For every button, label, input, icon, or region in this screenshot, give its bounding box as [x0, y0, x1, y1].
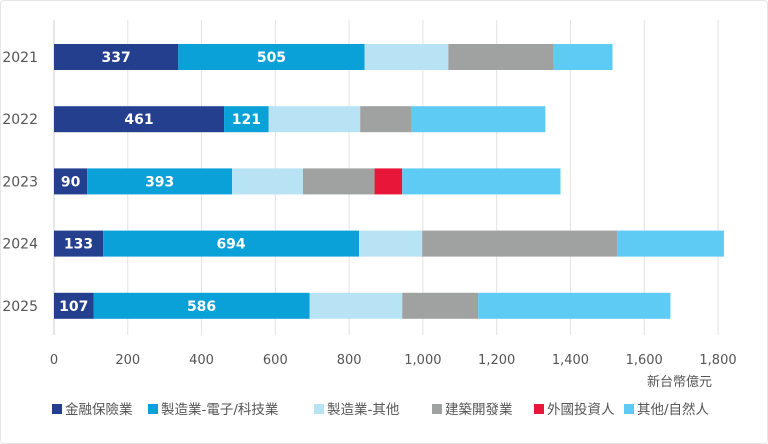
x-tick-label: 200 [115, 353, 140, 368]
bar-segment [224, 106, 269, 133]
bar-segment [402, 292, 479, 319]
category-labels: 2021 2022 2023 2024 2025 [2, 50, 38, 315]
legend-label: 建築開發業 [445, 402, 513, 418]
x-tick-label: 1,800 [699, 353, 736, 368]
legend-item: 外國投資人 [534, 402, 615, 418]
data-label: 393 [145, 174, 174, 190]
bar-segment [309, 292, 403, 319]
bar-segment [54, 44, 179, 70]
legend-swatch [432, 404, 442, 414]
bar-segment [364, 44, 449, 70]
bar-segment [54, 168, 88, 195]
bar-segment [360, 106, 412, 133]
x-tick-label: 800 [337, 353, 362, 368]
category-label: 2021 [2, 50, 38, 66]
data-label: 90 [61, 174, 81, 190]
bar-segment [54, 292, 94, 319]
bar-segment [103, 230, 360, 257]
legend-label: 製造業-其他 [327, 402, 399, 418]
bar-segment [411, 106, 546, 133]
bar-segment [359, 230, 423, 257]
legend-swatch [148, 404, 158, 414]
data-label: 133 [64, 237, 93, 253]
bar-segment [268, 106, 361, 133]
bar-segment [54, 106, 225, 133]
data-label: 586 [187, 299, 216, 315]
legend-item: 其他/自然人 [624, 401, 710, 418]
bar-segment [93, 292, 310, 319]
legend: 金融保險業 製造業-電子/科技業 製造業-其他 建築開發業 外國投資人 其他/自然人 [52, 401, 710, 418]
bar-segment [303, 168, 375, 195]
category-label: 2022 [2, 112, 38, 128]
x-tick-label: 1,400 [552, 353, 589, 368]
bar-segment [448, 44, 554, 70]
legend-swatch [534, 404, 544, 414]
data-label: 337 [102, 50, 131, 66]
legend-item: 建築開發業 [432, 402, 513, 418]
bar-segment [87, 168, 233, 195]
bar-segment [617, 230, 724, 257]
x-tick-label: 0 [50, 353, 58, 368]
legend-label: 其他/自然人 [637, 401, 710, 418]
data-label: 694 [216, 237, 245, 253]
category-label: 2024 [2, 237, 38, 253]
legend-item: 製造業-電子/科技業 [148, 402, 279, 418]
data-label: 121 [232, 112, 261, 128]
category-label: 2023 [2, 174, 38, 190]
bar-segment [402, 168, 561, 195]
legend-swatch [624, 404, 634, 414]
legend-label: 金融保險業 [65, 402, 133, 418]
gridlines [53, 20, 719, 335]
bar-segment [232, 168, 303, 195]
x-tick-label: 1,600 [626, 353, 663, 368]
x-tick-labels: 0 200 400 600 800 1,000 1,200 1,400 1,600 1,800 [50, 353, 737, 368]
bar-segment [553, 44, 613, 70]
legend-swatch [52, 404, 62, 414]
legend-label: 製造業-電子/科技業 [161, 402, 279, 418]
x-tick-label: 1,200 [478, 353, 515, 368]
bar-segment [422, 230, 618, 257]
data-label: 107 [59, 299, 88, 315]
data-label: 461 [124, 112, 153, 128]
x-tick-label: 600 [263, 353, 288, 368]
x-tick-label: 400 [189, 353, 214, 368]
x-tick-label: 1,000 [404, 353, 441, 368]
legend-label: 外國投資人 [547, 402, 615, 418]
bar-segment [178, 44, 365, 70]
bar-segment [374, 168, 403, 195]
category-label: 2025 [2, 299, 38, 315]
data-label: 505 [257, 50, 286, 66]
bar-segment [54, 230, 104, 257]
bars: 337 505 461 121 90 393 133 694 107 586 [54, 44, 724, 319]
legend-item: 製造業-其他 [314, 402, 399, 418]
legend-item: 金融保險業 [52, 402, 133, 418]
bar-segment [478, 292, 671, 319]
unit-label: 新台幣億元 [647, 374, 712, 390]
legend-swatch [314, 404, 324, 414]
